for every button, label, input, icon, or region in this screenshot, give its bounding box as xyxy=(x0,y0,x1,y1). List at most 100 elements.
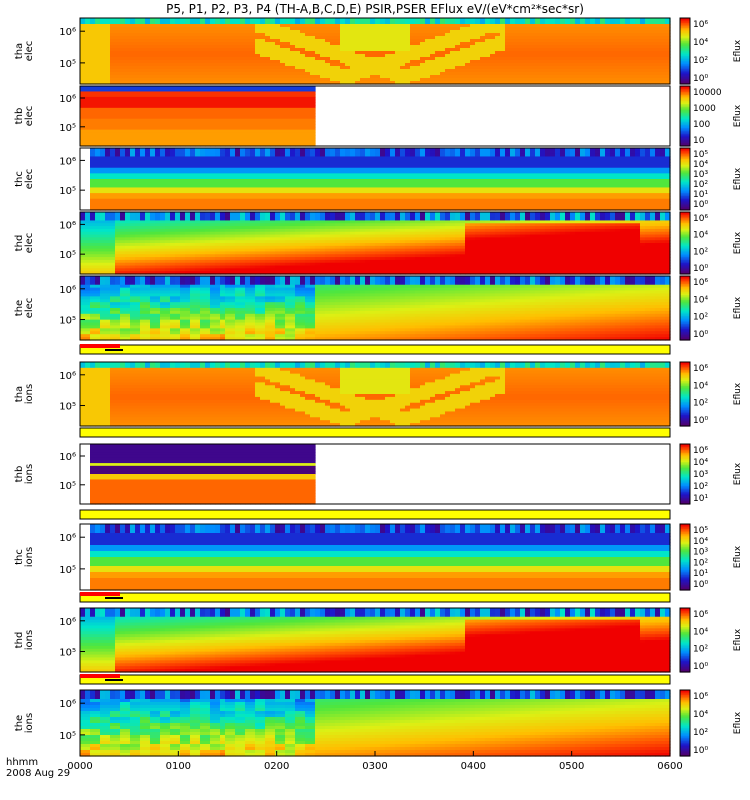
heatmap-cell xyxy=(600,21,606,25)
heatmap-cell xyxy=(610,30,616,34)
heatmap-cell xyxy=(260,81,266,85)
heatmap-cell xyxy=(275,66,281,70)
heatmap-cell xyxy=(220,164,226,169)
heatmap-cell xyxy=(570,39,576,43)
heatmap-cell xyxy=(140,42,146,46)
heatmap-cell xyxy=(180,153,186,158)
heatmap-cell xyxy=(135,179,141,183)
heatmap-cell xyxy=(190,164,196,169)
heatmap-cell xyxy=(355,48,361,52)
heatmap-cell xyxy=(325,54,331,58)
heatmap-cell xyxy=(115,63,121,67)
heatmap-cell xyxy=(130,48,136,52)
heatmap-cell xyxy=(445,54,451,58)
heatmap-cell xyxy=(165,30,171,34)
heatmap-cell xyxy=(630,69,636,73)
heatmap-cell xyxy=(290,51,296,55)
heatmap-cell xyxy=(415,21,421,25)
heatmap-cell xyxy=(120,204,126,208)
colorbar-step xyxy=(680,31,690,34)
heatmap-cell xyxy=(195,78,201,82)
heatmap-cell xyxy=(240,36,246,40)
heatmap-cell xyxy=(270,78,276,82)
heatmap-cell xyxy=(585,72,591,76)
heatmap-cell xyxy=(465,60,471,64)
heatmap-cell xyxy=(400,54,406,58)
heatmap-cell xyxy=(155,78,161,82)
colorbar-step xyxy=(680,27,690,31)
heatmap-cell xyxy=(285,72,291,76)
heatmap-cell xyxy=(270,42,276,46)
heatmap-cell xyxy=(550,48,556,52)
heatmap-cell xyxy=(255,54,261,58)
heatmap-cell xyxy=(585,81,591,85)
heatmap-cell xyxy=(415,51,421,55)
heatmap-cell xyxy=(575,48,581,52)
heatmap-cell xyxy=(90,88,96,93)
heatmap-cell xyxy=(135,148,141,152)
heatmap-cell xyxy=(170,45,176,49)
heatmap-cell xyxy=(615,39,621,43)
heatmap-cell xyxy=(125,96,131,101)
heatmap-cell xyxy=(450,57,456,61)
heatmap-cell xyxy=(230,132,236,136)
heatmap-cell xyxy=(360,54,366,58)
heatmap-cell xyxy=(530,48,536,52)
heatmap-cell xyxy=(160,107,166,112)
heatmap-cell xyxy=(490,78,496,82)
heatmap-cell xyxy=(320,21,326,25)
heatmap-cell xyxy=(375,30,381,34)
heatmap-cell xyxy=(250,143,256,147)
heatmap-cell xyxy=(85,137,91,142)
heatmap-cell xyxy=(205,135,211,139)
heatmap-cell xyxy=(115,75,121,79)
heatmap-cell xyxy=(330,45,336,49)
heatmap-cell xyxy=(305,107,311,112)
heatmap-cell xyxy=(205,176,211,180)
heatmap-cell xyxy=(170,164,176,169)
heatmap-cell xyxy=(520,60,526,64)
heatmap-cell xyxy=(305,116,311,120)
heatmap-cell xyxy=(620,30,626,34)
heatmap-cell xyxy=(445,66,451,70)
heatmap-cell xyxy=(335,75,341,79)
heatmap-cell xyxy=(665,54,671,58)
heatmap-cell xyxy=(210,99,216,103)
heatmap-cell xyxy=(440,36,446,40)
heatmap-cell xyxy=(265,39,271,43)
heatmap-cell xyxy=(170,18,176,22)
heatmap-cell xyxy=(225,195,231,200)
heatmap-cell xyxy=(100,150,106,155)
heatmap-cell xyxy=(265,96,271,101)
heatmap-cell xyxy=(240,190,246,194)
heatmap-cell xyxy=(95,207,101,211)
heatmap-cell xyxy=(255,96,261,101)
heatmap-cell xyxy=(205,121,211,125)
heatmap-cell xyxy=(265,63,271,67)
heatmap-cell xyxy=(305,113,311,117)
heatmap-cell xyxy=(245,102,251,106)
heatmap-cell xyxy=(105,204,111,208)
heatmap-cell xyxy=(125,135,131,139)
heatmap-cell xyxy=(245,195,251,200)
heatmap-cell xyxy=(275,81,281,85)
heatmap-cell xyxy=(130,30,136,34)
heatmap-cell xyxy=(580,45,586,49)
heatmap-cell xyxy=(165,207,171,211)
heatmap-cell xyxy=(440,54,446,58)
heatmap-cell xyxy=(380,69,386,73)
heatmap-cell xyxy=(125,113,131,117)
heatmap-cell xyxy=(385,81,391,85)
heatmap-cell xyxy=(230,30,236,34)
heatmap-cell xyxy=(90,184,96,189)
heatmap-cell xyxy=(105,190,111,194)
heatmap-cell xyxy=(175,156,181,160)
heatmap-cell xyxy=(115,173,121,177)
heatmap-cell xyxy=(400,24,406,28)
heatmap-cell xyxy=(225,94,231,98)
heatmap-cell xyxy=(220,179,226,183)
heatmap-cell xyxy=(430,72,436,76)
heatmap-cell xyxy=(90,75,96,79)
heatmap-cell xyxy=(315,57,321,61)
heatmap-cell xyxy=(470,66,476,70)
